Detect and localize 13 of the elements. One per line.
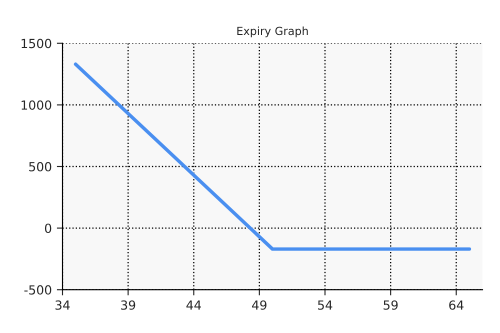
y-tick-label: -500 [24,285,52,295]
y-tick-label: 1000 [22,100,52,110]
x-tick-label: 34 [56,300,70,310]
x-tick-label: 54 [318,300,332,310]
x-tick-label: 59 [384,300,398,310]
y-tick-label: 0 [44,224,52,234]
x-tick-label: 49 [252,300,266,310]
y-tick-label: 1500 [22,38,52,48]
chart-title: Expiry Graph [237,26,308,38]
x-tick-label: 64 [449,300,464,310]
x-tick-label: 44 [186,300,201,310]
x-tick-label: 39 [121,300,136,310]
y-tick-label: 500 [29,162,52,172]
